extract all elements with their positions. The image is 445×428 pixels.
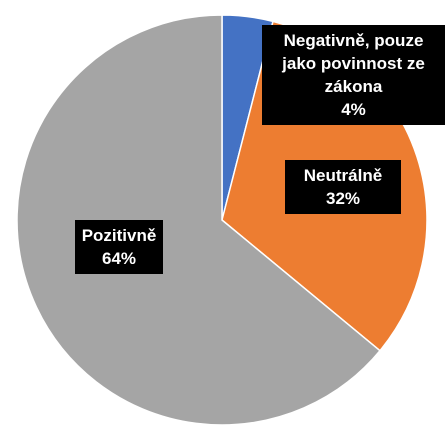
category-label: Negativně, pouze jako povinnost ze zákon… <box>282 31 425 96</box>
value-label: 64% <box>101 249 137 268</box>
data-label: Negativně, pouze jako povinnost ze zákon… <box>262 25 445 125</box>
pie-slice <box>16 14 382 426</box>
data-label: Pozitivně 64% <box>75 220 163 274</box>
value-label: 32% <box>325 189 361 208</box>
category-label: Pozitivně <box>81 226 157 245</box>
category-label: Neutrálně <box>303 166 383 185</box>
data-label: Neutrálně 32% <box>285 160 401 214</box>
value-label: 4% <box>341 100 366 119</box>
